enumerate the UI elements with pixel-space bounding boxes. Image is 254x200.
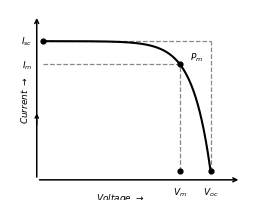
Text: $I_m$: $I_m$ [22, 59, 33, 71]
Point [208, 170, 212, 173]
Text: $V_{oc}$: $V_{oc}$ [202, 186, 217, 198]
Text: $I_{sc}$: $I_{sc}$ [21, 35, 33, 47]
Point [177, 63, 181, 67]
Text: $V_m$: $V_m$ [172, 186, 186, 198]
Point [41, 40, 45, 44]
Text: $P_m$: $P_m$ [189, 52, 202, 64]
Text: Voltage $\rightarrow$: Voltage $\rightarrow$ [96, 191, 144, 200]
Text: Current $\rightarrow$: Current $\rightarrow$ [19, 76, 30, 123]
Point [177, 170, 181, 173]
